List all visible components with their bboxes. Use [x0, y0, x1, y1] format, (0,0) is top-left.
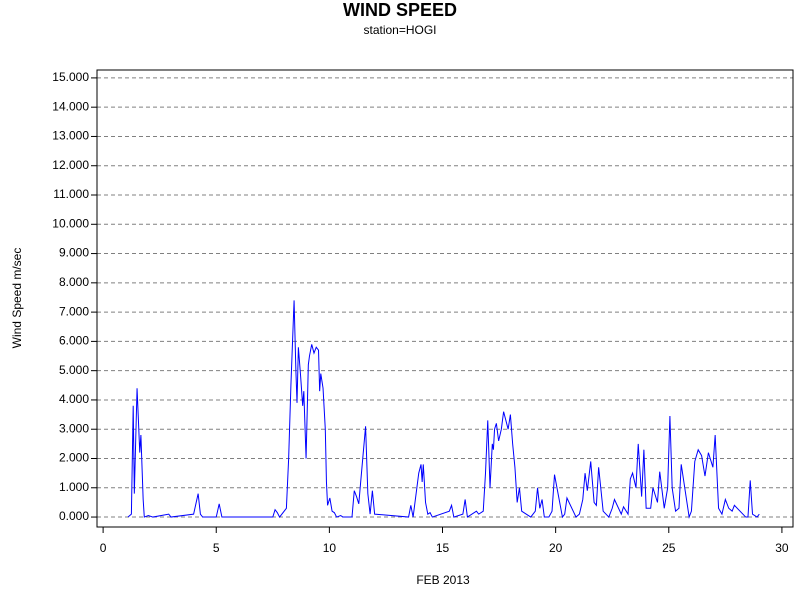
y-tick-label: 7.000 [59, 304, 89, 318]
x-tick-label: 20 [549, 541, 563, 555]
y-tick-label: 4.000 [59, 392, 89, 406]
y-tick-label: 2.000 [59, 451, 89, 465]
x-tick-label: 30 [775, 541, 789, 555]
x-tick-label: 15 [436, 541, 450, 555]
y-tick-label: 10.000 [52, 216, 89, 230]
plot-frame [96, 69, 794, 528]
x-tick-label: 0 [100, 541, 107, 555]
x-axis-label: FEB 2013 [416, 573, 470, 587]
y-tick-label: 0.000 [59, 509, 89, 523]
y-tick-label: 9.000 [59, 246, 89, 260]
x-tick-label: 25 [662, 541, 676, 555]
y-tick-label: 11.000 [53, 187, 89, 201]
x-tick-label: 10 [323, 541, 337, 555]
y-tick-label: 5.000 [59, 363, 89, 377]
y-tick-label: 6.000 [59, 334, 89, 348]
y-tick-label: 3.000 [59, 421, 89, 435]
chart-title: WIND SPEED [343, 0, 457, 20]
y-tick-label: 15.000 [52, 70, 89, 84]
y-tick-label: 8.000 [59, 275, 89, 289]
y-tick-label: 13.000 [52, 129, 89, 143]
y-tick-label: 1.000 [59, 480, 89, 494]
chart-subtitle: station=HOGI [363, 23, 436, 37]
y-tick-label: 14.000 [52, 99, 89, 113]
y-axis-label: Wind Speed m/sec [10, 248, 24, 349]
x-tick-label: 5 [213, 541, 220, 555]
y-tick-label: 12.000 [52, 158, 89, 172]
wind-speed-line [127, 300, 760, 519]
